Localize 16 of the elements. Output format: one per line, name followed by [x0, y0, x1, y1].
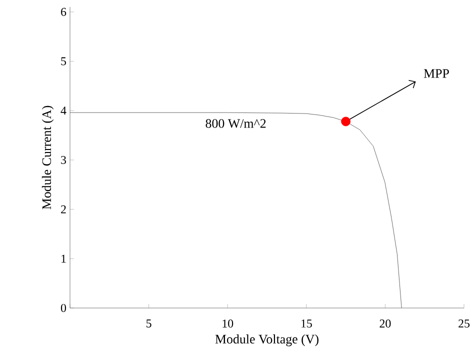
y-tick-label: 5: [61, 57, 66, 66]
y-axis-title: Module Current (A): [42, 106, 54, 210]
x-tick-label: 25: [458, 320, 470, 328]
y-tick-label: 2: [61, 205, 66, 214]
x-tick-label: 5: [146, 320, 152, 328]
x-tick-label: 15: [301, 320, 312, 328]
y-tick-label: 0: [60, 304, 66, 312]
y-tick-label: 1: [62, 254, 66, 263]
y-tick-label: 6: [61, 8, 66, 16]
series-label: 800 W/m^2: [206, 119, 266, 128]
x-axis-title: Module Voltage (V): [215, 334, 318, 346]
annotation: MPP: [424, 69, 449, 78]
x-tick-label: 20: [380, 320, 391, 328]
y-tick-label: 4: [60, 106, 66, 115]
x-tick-label: 10: [222, 320, 234, 328]
y-tick-label: 3: [61, 156, 66, 164]
